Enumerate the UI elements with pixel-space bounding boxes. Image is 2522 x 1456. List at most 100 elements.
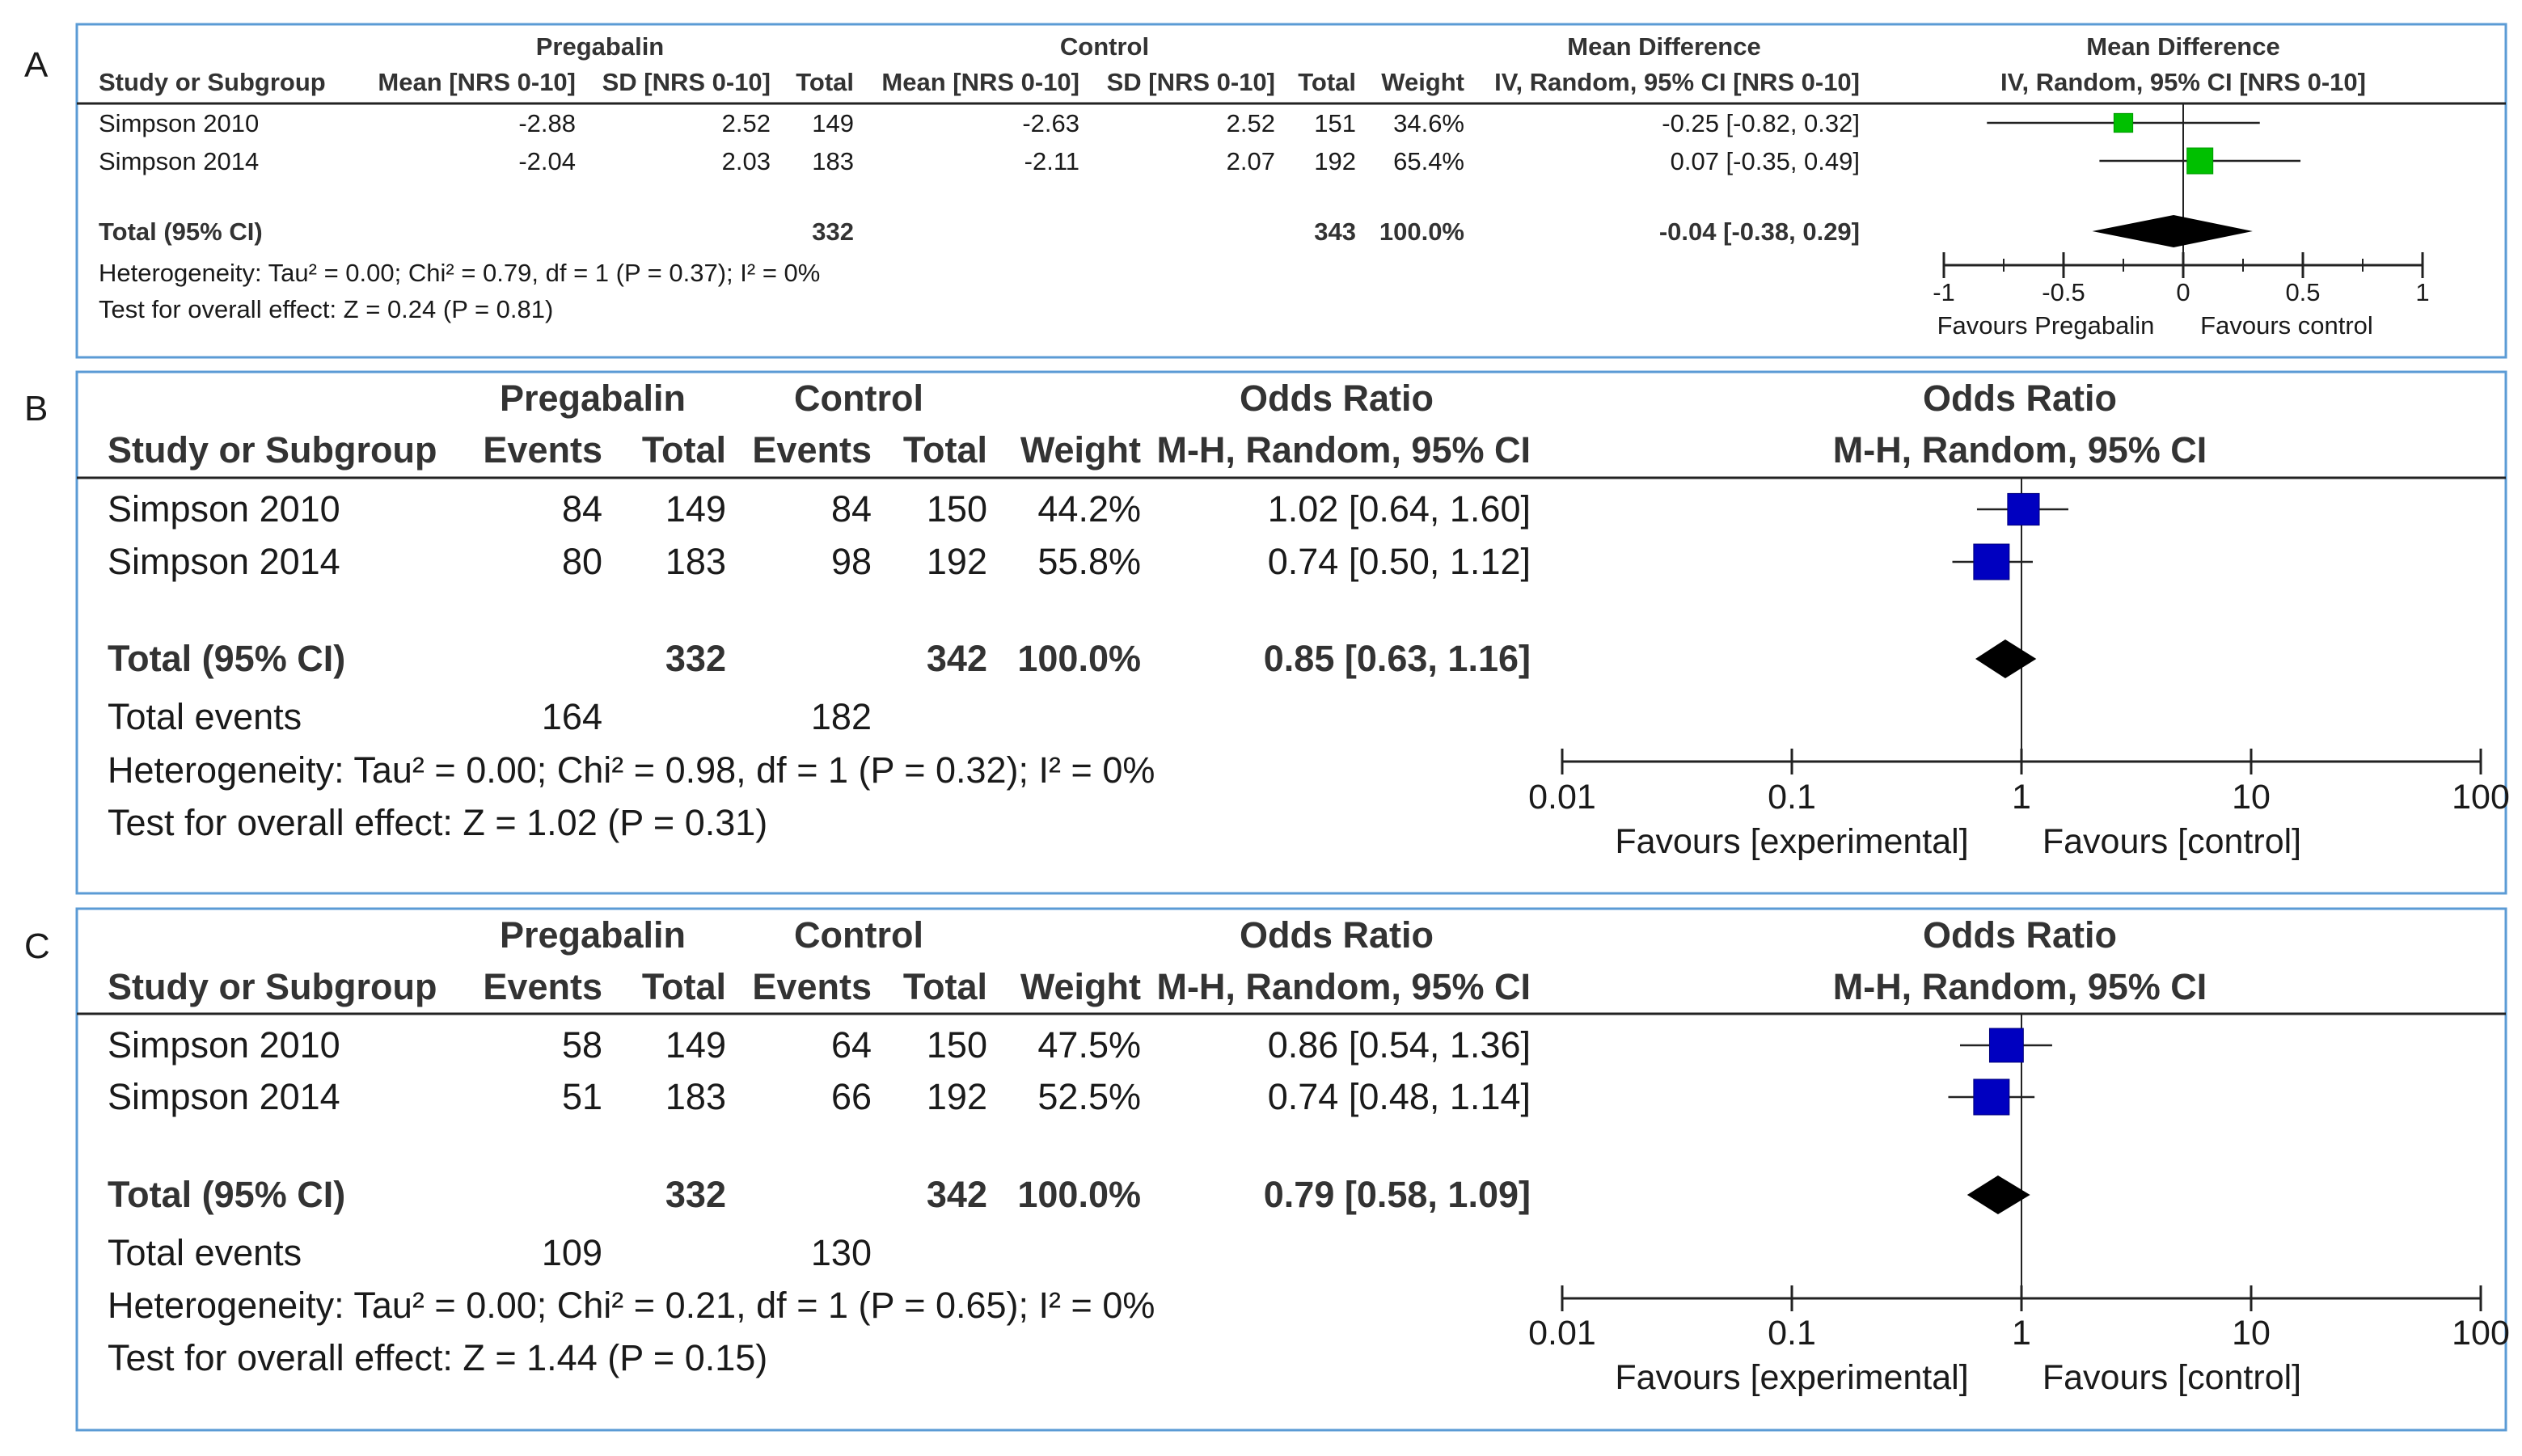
column-header: Events — [752, 429, 872, 471]
effect-subheader: IV, Random, 95% CI [NRS 0-10] — [1494, 68, 1860, 96]
panel-label: B — [24, 389, 48, 428]
study-cell: 149 — [665, 1024, 726, 1066]
study-cell: 34.6% — [1393, 109, 1464, 137]
column-header: Total — [796, 68, 854, 96]
study-cell: 84 — [831, 488, 872, 530]
study-row: Simpson 2014 80 183 98 192 55.8% 0.74 [0.50, 1… — [108, 541, 1531, 582]
panel-a: A Pregabalin Control Mean Difference IV, Ran… — [24, 23, 2507, 359]
overall-effect-text: Test for overall effect: Z = 0.24 (P = 0… — [99, 295, 553, 323]
total-group1: 332 — [812, 217, 854, 246]
study-cell: 2.07 — [1227, 147, 1275, 175]
pooled-diamond — [1975, 639, 2037, 678]
study-effect-ci: -0.25 [-0.82, 0.32] — [1662, 109, 1860, 137]
column-header: Mean [NRS 0-10] — [881, 68, 1079, 96]
plot-header: Odds Ratio — [1923, 378, 2117, 419]
study-cell: 149 — [812, 109, 854, 137]
favours-left-label: Favours [experimental] — [1615, 822, 1968, 861]
study-cell: 149 — [665, 488, 726, 530]
study-effect-ci: 0.74 [0.48, 1.14] — [1268, 1076, 1531, 1117]
panel-label: A — [24, 45, 49, 85]
favours-right-label: Favours [control] — [2043, 822, 2301, 861]
column-header: Total — [642, 966, 726, 1007]
plot-subheader: M-H, Random, 95% CI — [1833, 429, 2207, 471]
study-row: Simpson 2010 58 149 64 150 47.5% 0.86 [0.54, 1… — [108, 1024, 1531, 1066]
panel-frame — [75, 23, 2507, 359]
total-group2: 342 — [927, 1174, 987, 1215]
study-point-marker — [2007, 492, 2040, 526]
study-name: Simpson 2014 — [99, 147, 259, 175]
column-header: Weight — [1381, 68, 1464, 96]
column-header: Events — [752, 966, 872, 1007]
column-header: Events — [483, 429, 602, 471]
x-tick-label: 100 — [2452, 778, 2510, 817]
study-cell: 2.03 — [722, 147, 771, 175]
column-header: Total — [903, 966, 987, 1007]
x-tick-label: 10 — [2232, 778, 2271, 817]
total-events-label: Total events — [108, 1232, 302, 1273]
column-header: Study or Subgroup — [108, 966, 437, 1007]
study-cell: 55.8% — [1037, 541, 1141, 582]
study-point-marker — [1988, 1028, 2024, 1063]
total-group2: 343 — [1314, 217, 1356, 246]
group2-header: Control — [1060, 32, 1149, 61]
x-tick-label: 0 — [2176, 278, 2190, 306]
study-point-marker — [1973, 1078, 2010, 1116]
panel-frame — [75, 370, 2507, 895]
column-header: Total — [903, 429, 987, 471]
total-events-group1: 109 — [542, 1232, 602, 1273]
plot-header: Odds Ratio — [1923, 914, 2117, 956]
forest-plot: 0.01 0.1 1 10 100 Favours [experimental] Favou… — [1528, 1014, 2510, 1397]
x-tick-label: 1 — [2415, 278, 2429, 306]
column-header: Mean [NRS 0-10] — [378, 68, 576, 96]
study-cell: -2.63 — [1022, 109, 1079, 137]
study-row: Simpson 2014 51 183 66 192 52.5% 0.74 [0.48, 1… — [108, 1076, 1531, 1117]
study-row: Simpson 2010 -2.88 2.52 149 -2.63 2.52 151 34.6… — [99, 109, 1860, 137]
group2-header: Control — [794, 914, 923, 956]
total-group2: 342 — [927, 638, 987, 679]
study-cell: 58 — [562, 1024, 602, 1066]
total-events-row: Total events 109 130 — [108, 1232, 872, 1273]
favours-right-label: Favours control — [2200, 311, 2373, 340]
study-cell: -2.04 — [518, 147, 576, 175]
heterogeneity-text: Heterogeneity: Tau² = 0.00; Chi² = 0.79,… — [99, 259, 820, 287]
favours-left-label: Favours Pregabalin — [1937, 311, 2155, 340]
x-tick-label: 100 — [2452, 1314, 2510, 1353]
total-row: Total (95% CI) 332 343 100.0% -0.04 [-0.38, … — [99, 217, 1860, 246]
plot-subheader: IV, Random, 95% CI [NRS 0-10] — [2000, 68, 2366, 96]
study-name: Simpson 2010 — [99, 109, 259, 137]
panel-label: C — [24, 926, 50, 966]
column-header: Events — [483, 966, 602, 1007]
total-row: Total (95% CI) 332 342 100.0% 0.85 [0.63, 1.… — [108, 638, 1531, 679]
study-effect-ci: 0.86 [0.54, 1.36] — [1268, 1024, 1531, 1066]
total-label: Total (95% CI) — [108, 638, 345, 679]
study-effect-ci: 0.07 [-0.35, 0.49] — [1671, 147, 1860, 175]
study-cell: 192 — [927, 1076, 987, 1117]
total-effect-ci: 0.85 [0.63, 1.16] — [1264, 638, 1531, 679]
column-header: Weight — [1020, 966, 1141, 1007]
column-header: Study or Subgroup — [99, 68, 326, 96]
panel-b: B Pregabalin Control Odds Ratio M-H, Random,… — [24, 370, 2510, 895]
total-effect-ci: 0.79 [0.58, 1.09] — [1264, 1174, 1531, 1215]
study-cell: 192 — [1314, 147, 1356, 175]
heterogeneity-text: Heterogeneity: Tau² = 0.00; Chi² = 0.98,… — [108, 749, 1155, 791]
x-tick-label: -1 — [1933, 278, 1955, 306]
x-tick-label: 0.01 — [1528, 778, 1596, 817]
plot-subheader: M-H, Random, 95% CI — [1833, 966, 2207, 1007]
study-cell: -2.11 — [1024, 147, 1079, 175]
study-name: Simpson 2010 — [108, 1024, 340, 1066]
x-tick-label: 0.01 — [1528, 1314, 1596, 1353]
x-tick-label: -0.5 — [2042, 278, 2085, 306]
total-events-row: Total events 164 182 — [108, 696, 872, 737]
effect-subheader: M-H, Random, 95% CI — [1156, 429, 1531, 471]
study-point-marker — [2113, 112, 2134, 133]
study-row: Simpson 2014 -2.04 2.03 183 -2.11 2.07 192 65.4… — [99, 147, 1860, 175]
total-events-group1: 164 — [542, 696, 602, 737]
study-name: Simpson 2014 — [108, 541, 340, 582]
study-point-marker — [2186, 147, 2214, 175]
x-tick-label: 1 — [2012, 1314, 2031, 1353]
panel-c: C Pregabalin Control Odds Ratio M-H, Random,… — [24, 907, 2510, 1432]
study-cell: 51 — [562, 1076, 602, 1117]
study-cell: 2.52 — [1227, 109, 1275, 137]
study-cell: 65.4% — [1393, 147, 1464, 175]
